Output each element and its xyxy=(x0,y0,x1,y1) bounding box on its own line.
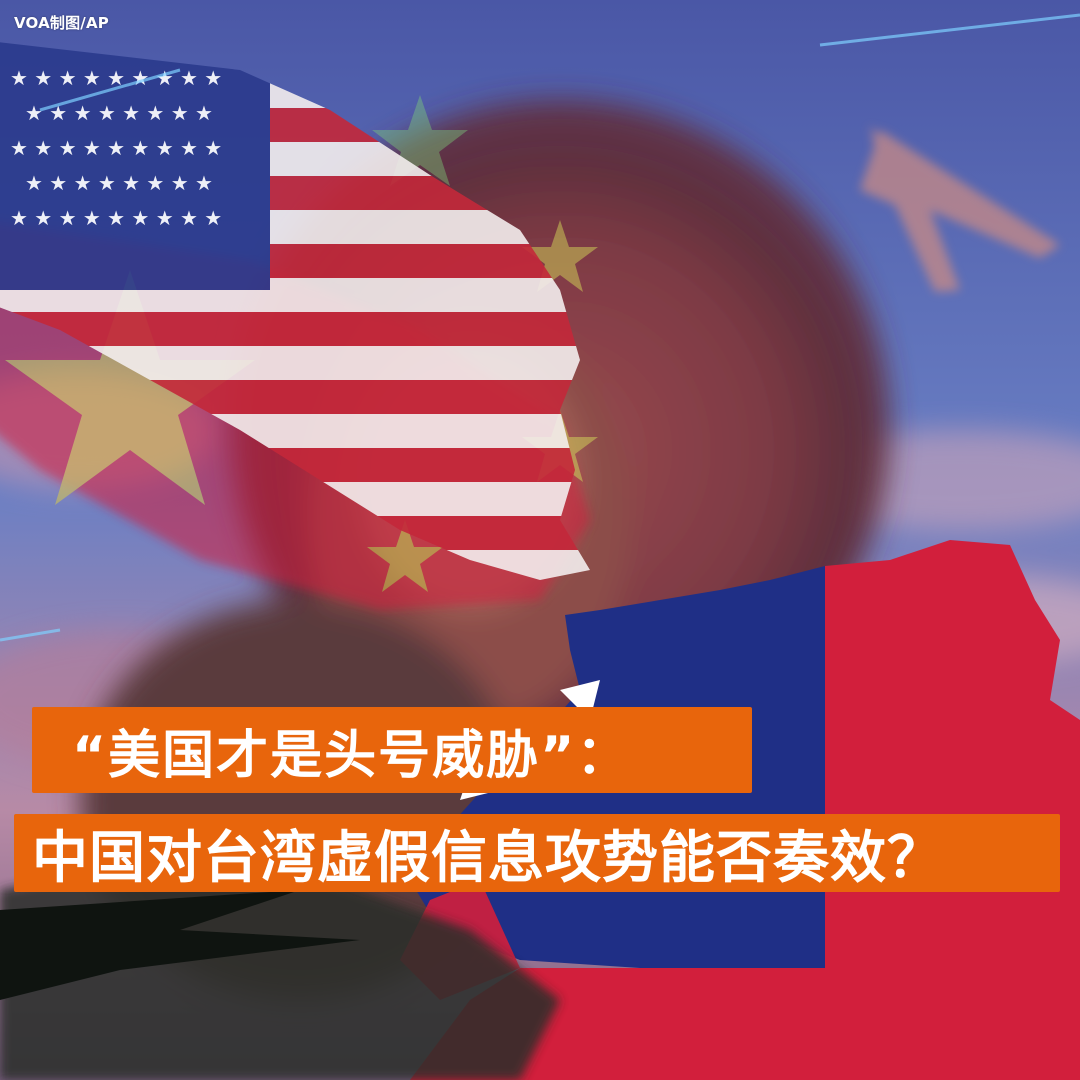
photo-credit: VOA制图/AP xyxy=(14,14,109,32)
svg-text:★ ★ ★ ★ ★ ★ ★ ★ ★: ★ ★ ★ ★ ★ ★ ★ ★ ★ xyxy=(10,66,222,90)
speed-streaks xyxy=(0,13,1080,642)
svg-text:★ ★ ★ ★ ★ ★ ★ ★: ★ ★ ★ ★ ★ ★ ★ ★ xyxy=(25,101,213,125)
svg-text:★ ★ ★ ★ ★ ★ ★ ★ ★: ★ ★ ★ ★ ★ ★ ★ ★ ★ xyxy=(10,136,222,160)
airplane-silhouette xyxy=(860,125,1060,292)
dark-brush-strokes xyxy=(0,860,560,1080)
svg-text:★ ★ ★ ★ ★ ★ ★ ★ ★: ★ ★ ★ ★ ★ ★ ★ ★ ★ xyxy=(10,206,222,230)
svg-text:★ ★ ★ ★ ★ ★ ★ ★: ★ ★ ★ ★ ★ ★ ★ ★ xyxy=(25,171,213,195)
